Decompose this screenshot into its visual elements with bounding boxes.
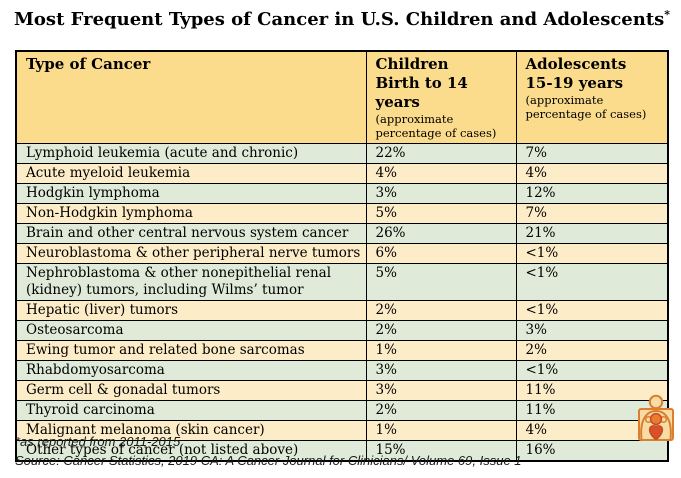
column-header-children: Children Birth to 14 years (approximate … <box>365 50 517 144</box>
cell-type-of-cancer: Neuroblastoma & other peripheral nerve t… <box>15 243 367 264</box>
column-header-label: Type of Cancer <box>26 55 151 73</box>
cell-adolescents-percent: 7% <box>515 203 669 224</box>
cell-type-of-cancer: Non-Hodgkin lymphoma <box>15 203 367 224</box>
table-row: Osteosarcoma 2% 3% <box>15 320 669 341</box>
cell-type-of-cancer: Lymphoid leukemia (acute and chronic) <box>15 143 367 164</box>
cell-adolescents-percent: 7% <box>515 143 669 164</box>
table-row: Hodgkin lymphoma 3% 12% <box>15 183 669 204</box>
cell-type-of-cancer: Nephroblastoma & other nonepithelial ren… <box>15 263 367 301</box>
cell-adolescents-percent: <1% <box>515 263 669 301</box>
cell-children-percent: 5% <box>365 263 517 301</box>
column-header-adolescents: Adolescents 15-19 years (approximate per… <box>515 50 669 144</box>
table-row: Lymphoid leukemia (acute and chronic) 22%… <box>15 143 669 164</box>
cell-adolescents-percent: 4% <box>515 420 669 441</box>
cell-adolescents-percent: 3% <box>515 320 669 341</box>
cell-type-of-cancer: Thyroid carcinoma <box>15 400 367 421</box>
cell-adolescents-percent: 21% <box>515 223 669 244</box>
column-header-sublabel: Birth to 14 years <box>375 74 468 111</box>
table-row: Nephroblastoma & other nonepithelial ren… <box>15 263 669 301</box>
cell-type-of-cancer: Brain and other central nervous system c… <box>15 223 367 244</box>
column-header-note: (approximate percentage of cases) <box>525 93 647 121</box>
cell-children-percent: 2% <box>365 400 517 421</box>
cell-children-percent: 3% <box>365 360 517 381</box>
cell-type-of-cancer: Malignant melanoma (skin cancer) <box>15 420 367 441</box>
cell-adolescents-percent: 12% <box>515 183 669 204</box>
cell-type-of-cancer: Ewing tumor and related bone sarcomas <box>15 340 367 361</box>
footnote-source: Source: Cancer Statistics, 2019 CA: A Ca… <box>15 453 522 468</box>
cell-type-of-cancer: Rhabdomyosarcoma <box>15 360 367 381</box>
table-row: Brain and other central nervous system c… <box>15 223 669 244</box>
cell-adolescents-percent: <1% <box>515 300 669 321</box>
cell-type-of-cancer: Hodgkin lymphoma <box>15 183 367 204</box>
cell-children-percent: 2% <box>365 320 517 341</box>
parent-child-icon <box>637 394 675 443</box>
cell-children-percent: 5% <box>365 203 517 224</box>
cell-children-percent: 26% <box>365 223 517 244</box>
cell-adolescents-percent: 11% <box>515 380 669 401</box>
table-row: Rhabdomyosarcoma 3% <1% <box>15 360 669 381</box>
cancer-types-table: Type of Cancer Children Birth to 14 year… <box>15 50 669 462</box>
cell-children-percent: 1% <box>365 340 517 361</box>
cell-adolescents-percent: <1% <box>515 360 669 381</box>
page-title: Most Frequent Types of Cancer in U.S. Ch… <box>14 8 670 30</box>
page-title-text: Most Frequent Types of Cancer in U.S. Ch… <box>14 9 665 30</box>
column-header-label: Adolescents <box>525 55 627 73</box>
table-row: Germ cell & gonadal tumors 3% 11% <box>15 380 669 401</box>
cell-children-percent: 3% <box>365 183 517 204</box>
cell-type-of-cancer: Germ cell & gonadal tumors <box>15 380 367 401</box>
cell-adolescents-percent: 16% <box>515 440 669 462</box>
cell-children-percent: 15% <box>365 440 517 462</box>
table-header-row: Type of Cancer Children Birth to 14 year… <box>15 50 669 144</box>
column-header-sublabel: 15-19 years <box>525 74 624 92</box>
table-row: Thyroid carcinoma 2% 11% <box>15 400 669 421</box>
cell-type-of-cancer: Acute myeloid leukemia <box>15 163 367 184</box>
page-title-asterisk: * <box>664 8 671 21</box>
table-row: Other types of cancer (not listed above)… <box>15 440 669 462</box>
cell-children-percent: 22% <box>365 143 517 164</box>
table-row: Acute myeloid leukemia 4% 4% <box>15 163 669 184</box>
cell-adolescents-percent: 2% <box>515 340 669 361</box>
cell-adolescents-percent: <1% <box>515 243 669 264</box>
column-header-label: Children <box>375 55 449 73</box>
column-header-type-of-cancer: Type of Cancer <box>15 50 367 144</box>
table-row: Ewing tumor and related bone sarcomas 1% 2… <box>15 340 669 361</box>
column-header-note: (approximate percentage of cases) <box>375 112 497 140</box>
table-row: Non-Hodgkin lymphoma 5% 7% <box>15 203 669 224</box>
cell-type-of-cancer: Osteosarcoma <box>15 320 367 341</box>
cell-children-percent: 3% <box>365 380 517 401</box>
cell-type-of-cancer: Hepatic (liver) tumors <box>15 300 367 321</box>
cell-children-percent: 2% <box>365 300 517 321</box>
table-body: Lymphoid leukemia (acute and chronic) 22%… <box>15 143 669 462</box>
table-row: Neuroblastoma & other peripheral nerve t… <box>15 243 669 264</box>
cell-adolescents-percent: 11% <box>515 400 669 421</box>
table-row: Malignant melanoma (skin cancer) 1% 4% <box>15 420 669 441</box>
cell-type-of-cancer: Other types of cancer (not listed above) <box>15 440 367 462</box>
table-row: Hepatic (liver) tumors 2% <1% <box>15 300 669 321</box>
cell-children-percent: 4% <box>365 163 517 184</box>
cell-children-percent: 1% <box>365 420 517 441</box>
footnote-reported: *as reported from 2011-2015 <box>15 434 181 449</box>
cell-children-percent: 6% <box>365 243 517 264</box>
cell-adolescents-percent: 4% <box>515 163 669 184</box>
